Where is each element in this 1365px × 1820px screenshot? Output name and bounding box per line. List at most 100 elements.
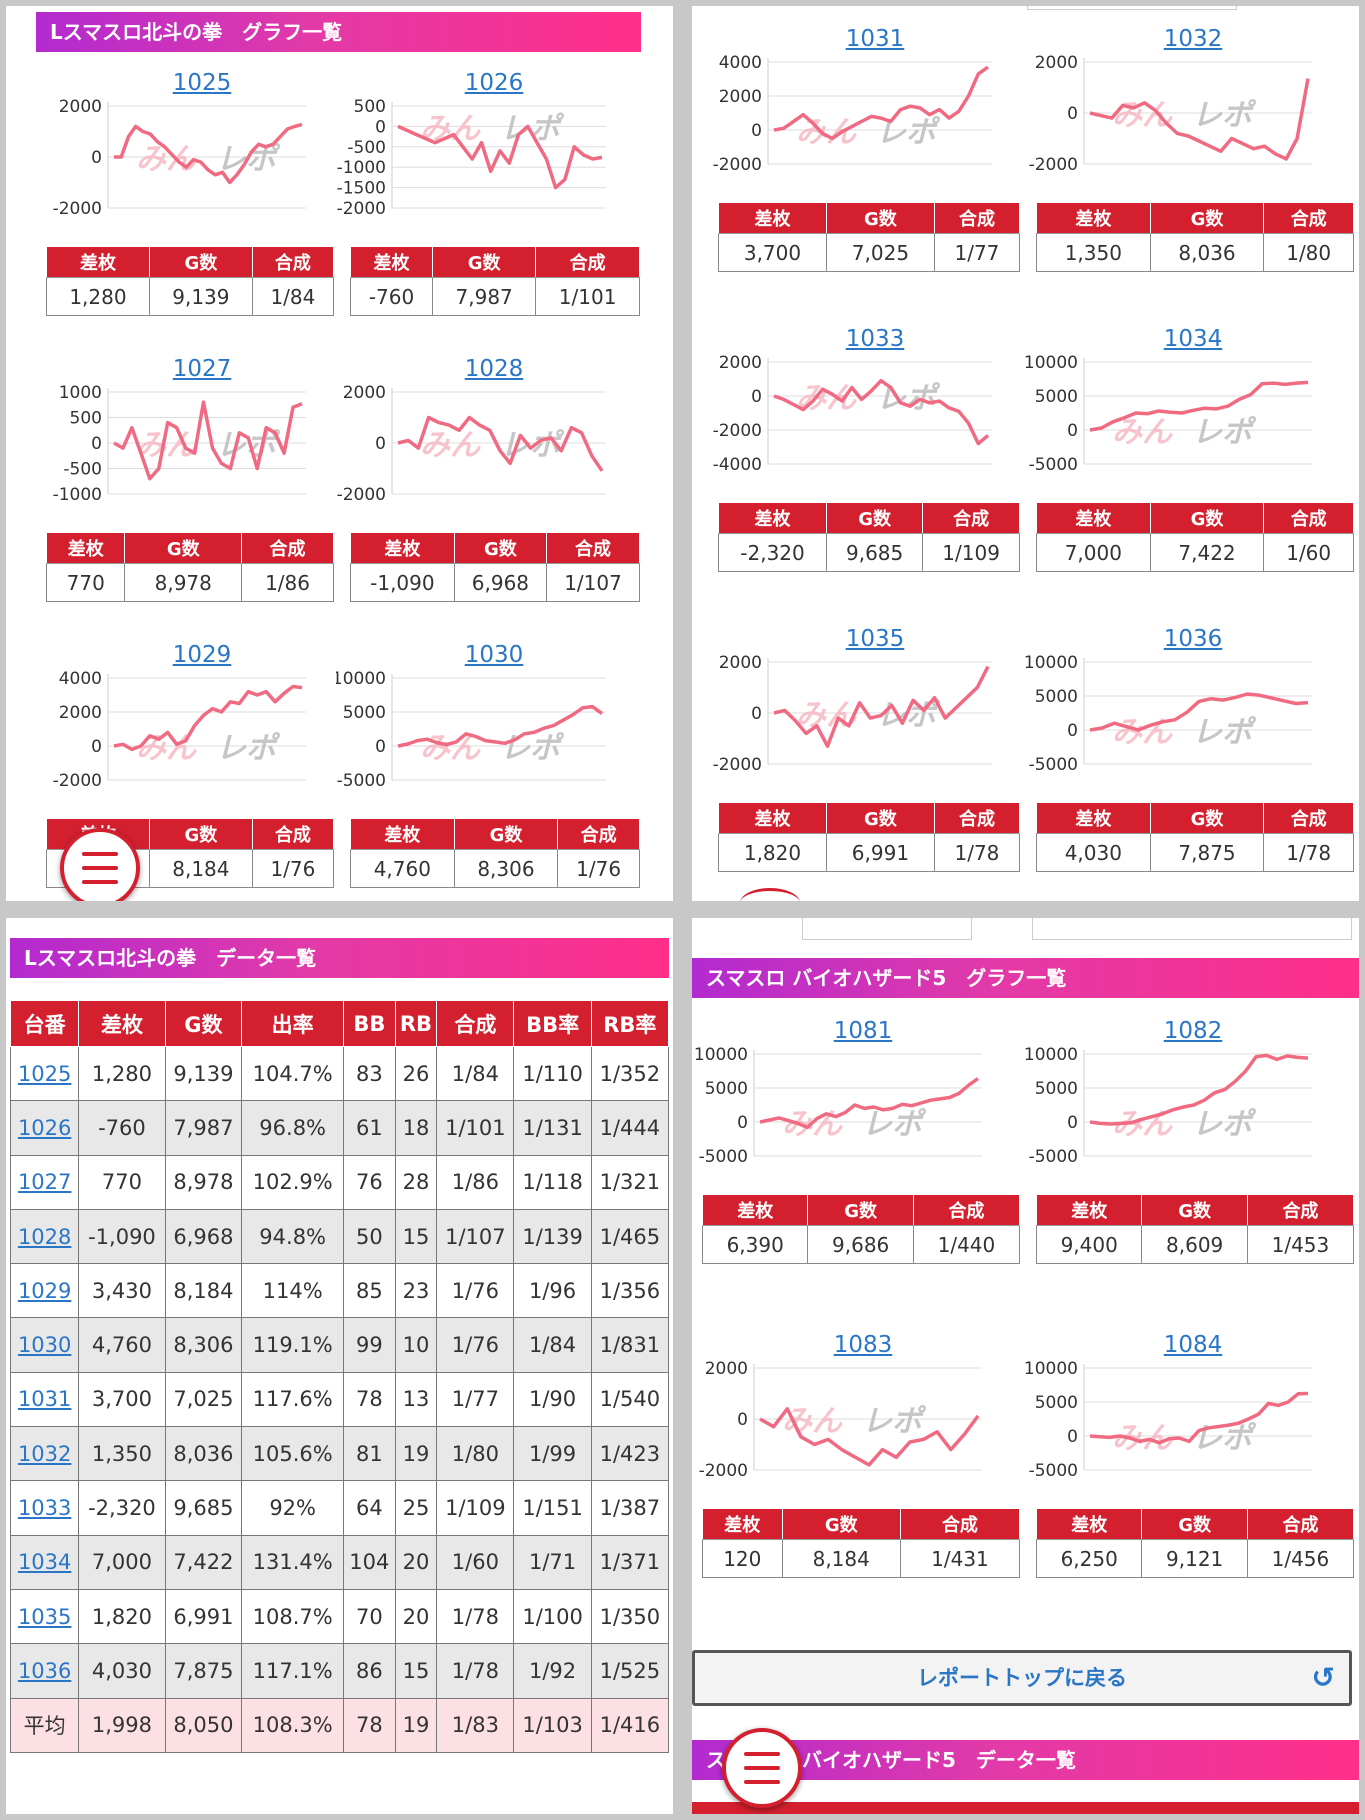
y-tick-label: 0 xyxy=(751,387,762,407)
machine-link-1083[interactable]: 1083 xyxy=(833,1332,893,1358)
machine-link-1031[interactable]: 1031 xyxy=(845,26,905,52)
hokuto-data-panel: Lスマスロ北斗の拳 データ一覧 台番 差枚 G数 出率 BB RB 合成 BB率 RB率 102… xyxy=(6,918,673,1814)
machine-link-1029[interactable]: 1029 xyxy=(172,642,232,668)
y-tick-label: 10000 xyxy=(336,669,386,689)
machine-link-1035[interactable]: 1035 xyxy=(845,626,905,652)
table-cell: 15 xyxy=(394,1643,438,1699)
summary-value-sa: 6,390 xyxy=(701,1225,809,1264)
machine-link-1026[interactable]: 1026 xyxy=(464,70,524,96)
summary-header: 合成 xyxy=(912,1194,1021,1226)
y-tick-label: 4000 xyxy=(59,669,102,689)
y-tick-label: 0 xyxy=(1067,1427,1078,1447)
machine-link-1082[interactable]: 1082 xyxy=(1163,1018,1223,1044)
machine-link-1032[interactable]: 1032 xyxy=(1163,26,1223,52)
table-cell: 83 xyxy=(343,1045,396,1102)
watermark-right: レポ xyxy=(1192,1107,1257,1142)
summary-table-1027: 差枚 G数 合成 770 8,978 1/86 xyxy=(45,532,334,602)
menu-button-partial[interactable] xyxy=(740,888,800,901)
summary-table-1033: 差枚 G数 合成 -2,320 9,685 1/109 xyxy=(717,502,1020,572)
summary-value-g: 7,025 xyxy=(825,233,935,272)
machine-number-link[interactable]: 1036 xyxy=(17,1658,72,1683)
machine-link-1025[interactable]: 1025 xyxy=(172,70,232,96)
table-cell: 61 xyxy=(343,1100,396,1156)
table-cell: 102.9% xyxy=(241,1154,345,1210)
y-tick-label: 4000 xyxy=(719,53,762,73)
table-cell: 1030 xyxy=(9,1317,80,1373)
column-header: RB率 xyxy=(590,1000,670,1047)
summary-table-1032: 差枚 G数 合成 1,350 8,036 1/80 xyxy=(1036,202,1354,272)
table-cell: 1/78 xyxy=(436,1643,515,1699)
summary-header: 合成 xyxy=(1246,1194,1355,1226)
y-tick-label: 0 xyxy=(375,434,386,454)
y-tick-label: -2000 xyxy=(53,771,102,788)
machine-link-1028[interactable]: 1028 xyxy=(464,356,524,382)
summary-table-1084: 差枚 G数 合成 6,250 9,121 1/456 xyxy=(1035,1508,1355,1578)
summary-value-g: 9,685 xyxy=(826,533,924,572)
y-tick-label: 0 xyxy=(1067,1113,1078,1133)
machine-number-link[interactable]: 1031 xyxy=(17,1387,72,1412)
table-cell: 94.8% xyxy=(241,1208,345,1265)
y-tick-label: -2000 xyxy=(713,755,762,772)
machine-card-1082: 1082 10000 5000 0 -5000 みん レポ xyxy=(1022,1018,1342,1248)
hamburger-icon-line xyxy=(744,1766,780,1770)
y-tick-label: -5000 xyxy=(1029,755,1078,772)
summary-value-g: 8,184 xyxy=(781,1539,901,1578)
watermark-left: みん xyxy=(1112,1421,1173,1456)
menu-button[interactable] xyxy=(722,1728,802,1808)
summary-value-gousei: 1/456 xyxy=(1246,1539,1355,1578)
machine-link-1030[interactable]: 1030 xyxy=(464,642,524,668)
table-cell: 1/352 xyxy=(590,1045,670,1102)
y-tick-label: -2000 xyxy=(713,155,762,172)
summary-value-gousei: 1/60 xyxy=(1263,533,1354,572)
machine-link-1036[interactable]: 1036 xyxy=(1163,626,1223,652)
table-cell: 1027 xyxy=(9,1154,80,1210)
machine-link-1081[interactable]: 1081 xyxy=(833,1018,893,1044)
machine-link-1034[interactable]: 1034 xyxy=(1163,326,1223,352)
machine-number-link[interactable]: 1027 xyxy=(17,1170,72,1195)
machine-number-link[interactable]: 1034 xyxy=(17,1550,72,1575)
table-cell: 1/131 xyxy=(513,1100,592,1156)
y-tick-label: -5000 xyxy=(699,1147,748,1164)
hamburger-icon xyxy=(82,852,118,856)
watermark-right: レポ xyxy=(1192,415,1257,450)
machine-number-link[interactable]: 1035 xyxy=(17,1604,72,1629)
back-to-report-top-button[interactable]: レポートトップに戻る ↺ xyxy=(692,1650,1352,1706)
machine-link-1033[interactable]: 1033 xyxy=(845,326,905,352)
table-cell: 6,991 xyxy=(164,1588,243,1645)
machine-link-1027[interactable]: 1027 xyxy=(172,356,232,382)
average-cell: 1/83 xyxy=(436,1697,515,1753)
machine-number-link[interactable]: 1033 xyxy=(17,1496,72,1521)
machine-number-link[interactable]: 1032 xyxy=(17,1441,72,1466)
table-cell: 8,306 xyxy=(164,1317,243,1373)
summary-header: 差枚 xyxy=(1036,802,1151,834)
summary-header: 差枚 xyxy=(702,1508,783,1540)
table-cell: 1025 xyxy=(9,1045,80,1102)
machine-number-link[interactable]: 1025 xyxy=(17,1061,72,1086)
y-tick-label: 1000 xyxy=(59,383,102,403)
machine-number-link[interactable]: 1030 xyxy=(17,1333,72,1358)
summary-header: 差枚 xyxy=(1035,1508,1143,1540)
y-tick-label: -500 xyxy=(63,460,102,480)
table-cell: 13 xyxy=(394,1371,438,1428)
hokuto-data-title: Lスマスロ北斗の拳 データ一覧 xyxy=(10,938,669,978)
menu-button[interactable] xyxy=(60,828,140,901)
machine-number-link[interactable]: 1026 xyxy=(17,1115,72,1140)
summary-value-sa: 4,760 xyxy=(350,849,455,888)
table-cell: 1/387 xyxy=(590,1480,670,1536)
table-cell: 1/110 xyxy=(513,1045,592,1102)
y-tick-label: 2000 xyxy=(1035,53,1078,73)
machine-number-link[interactable]: 1028 xyxy=(17,1224,72,1249)
summary-header: G数 xyxy=(148,818,253,850)
machine-number-link[interactable]: 1029 xyxy=(17,1278,72,1303)
table-cell: 1026 xyxy=(9,1100,80,1156)
summary-header: G数 xyxy=(148,246,253,278)
table-cell: 1/118 xyxy=(513,1154,592,1210)
machine-card-1028: 1028 2000 0 -2000 みん レポ xyxy=(336,356,636,586)
summary-value-g: 8,609 xyxy=(1141,1225,1248,1264)
machine-link-1084[interactable]: 1084 xyxy=(1163,1332,1223,1358)
summary-value-gousei: 1/80 xyxy=(1263,233,1354,272)
average-cell: 8,050 xyxy=(164,1697,243,1753)
table-cell: 1,820 xyxy=(78,1588,166,1645)
